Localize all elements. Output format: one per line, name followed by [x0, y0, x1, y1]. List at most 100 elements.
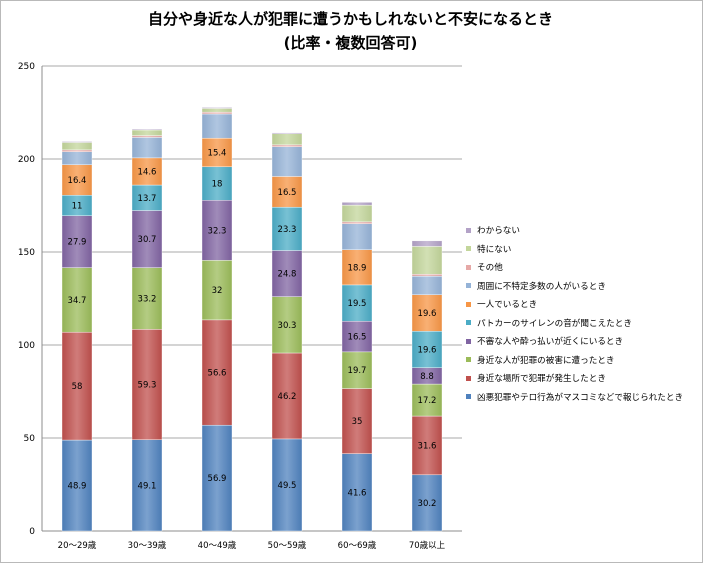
- x-tick-label: 50～59歳: [268, 540, 307, 551]
- x-tick-label: 20～29歳: [58, 540, 97, 551]
- bar-segment: [341, 204, 373, 223]
- y-tick-label: 100: [18, 341, 35, 351]
- legend-label: 身近な人が犯罪の被害に遭ったとき: [477, 355, 615, 366]
- bar-segment: [411, 240, 443, 247]
- bar-segment: [341, 320, 373, 353]
- data-label: 24.8: [278, 270, 297, 280]
- legend-item: 凶悪犯罪やテロ行為がマスコミなどで報じられたとき: [466, 388, 698, 407]
- legend-item: 身近な人が犯罪の被害に遭ったとき: [466, 351, 698, 370]
- bar-segment: [131, 267, 163, 330]
- data-label: 30.2: [418, 499, 437, 509]
- legend-item: パトカーのサイレンの音が聞こえたとき: [466, 314, 698, 333]
- legend-label: その他: [477, 263, 503, 274]
- data-label: 8.8: [420, 372, 434, 382]
- legend-label: 一人でいるとき: [477, 300, 538, 311]
- data-label: 18.9: [348, 263, 367, 273]
- bar-segment: [271, 296, 303, 354]
- y-tick-label: 200: [18, 155, 35, 165]
- bar-segment: [411, 383, 443, 417]
- bar-segment: [61, 439, 93, 532]
- data-label: 35: [352, 417, 363, 427]
- data-label: 46.2: [278, 392, 297, 402]
- bar-segment: [411, 274, 443, 277]
- x-tick-label: 40～49歳: [198, 540, 237, 551]
- y-tick-label: 150: [18, 248, 35, 258]
- data-label: 19.7: [348, 366, 367, 376]
- bar-segment: [201, 260, 233, 321]
- data-label: 30.3: [278, 321, 297, 331]
- bar-segment: [131, 157, 163, 186]
- bar-segment: [61, 149, 93, 152]
- bar-segment: [271, 176, 303, 208]
- data-label: 59.3: [138, 381, 157, 391]
- bar-segment: [131, 439, 163, 532]
- data-label: 16.5: [278, 188, 297, 198]
- data-label: 16.4: [68, 176, 87, 186]
- data-label: 30.7: [138, 235, 157, 245]
- data-label: 49.1: [138, 481, 157, 491]
- bar-segment: [131, 129, 163, 136]
- data-label: 14.6: [138, 167, 157, 177]
- legend-swatch: [466, 227, 471, 233]
- bar-segment: [271, 146, 303, 177]
- data-label: 41.6: [348, 488, 367, 498]
- legend-label: 不審な人や酔っ払いが近くにいるとき: [477, 337, 624, 348]
- bar-segment: [271, 133, 303, 146]
- bar-segment: [341, 202, 373, 206]
- data-label: 18: [212, 180, 223, 190]
- legend-swatch: [466, 301, 471, 307]
- legend-label: 周囲に不特定多数の人がいるとき: [477, 281, 606, 292]
- data-label: 27.9: [68, 238, 87, 248]
- bar-segment: [411, 294, 443, 332]
- data-label: 56.9: [208, 474, 227, 484]
- bar-segment: [61, 164, 93, 196]
- bar-segment: [411, 246, 443, 275]
- bar-segment: [411, 331, 443, 368]
- bar-segment: [341, 453, 373, 532]
- legend-swatch: [466, 338, 471, 344]
- legend-swatch: [466, 246, 471, 252]
- bar-segment: [131, 184, 163, 211]
- bar-segment: [131, 135, 163, 138]
- legend-label: パトカーのサイレンの音が聞こえたとき: [477, 318, 632, 329]
- legend-swatch: [466, 394, 471, 400]
- bar-segment: [201, 108, 233, 113]
- bar-segment: [411, 275, 443, 295]
- bar-segment: [271, 144, 303, 147]
- legend-swatch: [466, 375, 471, 381]
- bar-segment: [271, 352, 303, 440]
- bar-segment: [341, 221, 373, 224]
- chart-subtitle: (比率・複数回答可): [283, 34, 418, 52]
- data-label: 16.5: [348, 333, 367, 343]
- bar-segment: [61, 215, 93, 268]
- bar-segment: [201, 113, 233, 139]
- legend-swatch: [466, 264, 471, 270]
- data-label: 19.5: [348, 299, 367, 309]
- data-label: 56.6: [208, 369, 227, 379]
- data-label: 11: [72, 202, 83, 212]
- legend-label: 凶悪犯罪やテロ行為がマスコミなどで報じられたとき: [477, 392, 684, 403]
- data-label: 19.6: [418, 345, 437, 355]
- legend-item: 身近な場所で犯罪が発生したとき: [466, 369, 698, 388]
- bar-segment: [201, 111, 233, 115]
- bar-segment: [61, 142, 93, 151]
- bar-segment: [341, 223, 373, 250]
- data-label: 34.7: [68, 296, 87, 306]
- legend-label: わからない: [477, 226, 520, 237]
- bar-segment: [131, 210, 163, 268]
- legend-item: 周囲に不特定多数の人がいるとき: [466, 277, 698, 296]
- data-label: 48.9: [68, 482, 87, 492]
- data-label: 58: [72, 382, 83, 392]
- legend-item: 一人でいるとき: [466, 295, 698, 314]
- chart-legend: わからない特にないその他周囲に不特定多数の人がいるとき 一人でいるときパトカーのサ…: [466, 221, 698, 406]
- data-label: 23.3: [278, 225, 297, 235]
- legend-item: その他: [466, 258, 698, 277]
- bar-segment: [131, 137, 163, 159]
- legend-item: 特にない: [466, 240, 698, 259]
- bar-segment: [61, 267, 93, 333]
- x-tick-label: 60～69歳: [338, 540, 377, 551]
- bar-segment: [61, 151, 93, 165]
- bar-segment: [271, 438, 303, 532]
- data-label: 15.4: [208, 148, 227, 158]
- data-label: 32.3: [208, 226, 227, 236]
